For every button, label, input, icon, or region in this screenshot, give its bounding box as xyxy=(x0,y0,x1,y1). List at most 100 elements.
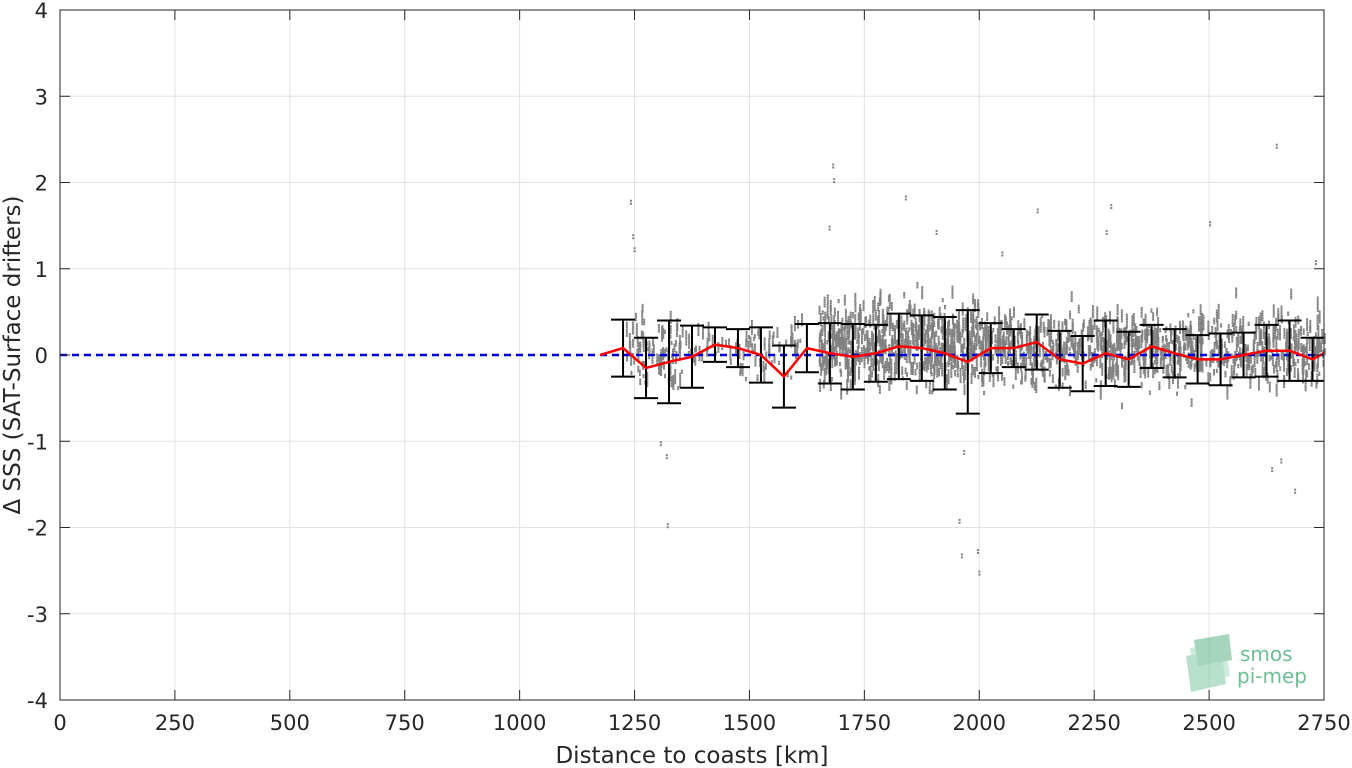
scatter-point xyxy=(880,359,883,362)
scatter-point xyxy=(634,319,637,322)
scatter-point xyxy=(857,368,860,371)
scatter-point xyxy=(876,358,879,361)
scatter-point xyxy=(827,365,830,368)
scatter-point xyxy=(917,333,920,336)
scatter-point xyxy=(963,376,966,379)
scatter-point xyxy=(889,321,892,324)
scatter-point xyxy=(894,362,897,365)
scatter-point xyxy=(1008,308,1011,311)
scatter-point xyxy=(763,372,766,375)
scatter-point xyxy=(975,359,978,362)
scatter-point xyxy=(1030,364,1033,367)
scatter-point xyxy=(957,331,960,334)
scatter-point xyxy=(669,327,672,330)
scatter-point xyxy=(893,327,896,330)
scatter-point xyxy=(853,328,856,331)
scatter-point xyxy=(976,322,979,325)
scatter-point xyxy=(838,361,841,364)
scatter-point xyxy=(763,344,766,347)
scatter-point xyxy=(637,350,640,353)
scatter-point xyxy=(928,342,931,345)
scatter-point xyxy=(854,292,857,295)
scatter-point xyxy=(1033,381,1036,384)
scatter-point xyxy=(936,373,939,376)
scatter-point xyxy=(643,323,646,326)
scatter-point xyxy=(1021,352,1024,355)
scatter-point xyxy=(868,337,871,340)
scatter-point xyxy=(753,348,756,351)
scatter-point xyxy=(879,299,882,302)
scatter-point xyxy=(642,349,645,352)
scatter-point xyxy=(938,343,941,346)
scatter-point xyxy=(706,344,709,347)
scatter-point xyxy=(971,340,974,343)
scatter-point xyxy=(1179,362,1182,365)
scatter-point xyxy=(959,340,962,343)
scatter-point xyxy=(874,311,877,314)
scatter-point xyxy=(904,335,907,338)
scatter-point xyxy=(827,331,830,334)
scatter-point xyxy=(706,339,709,342)
scatter-point xyxy=(910,363,913,366)
scatter-point xyxy=(1227,341,1230,344)
scatter-point xyxy=(968,343,971,346)
scatter-point xyxy=(1097,336,1100,339)
scatter-point xyxy=(1065,339,1068,342)
scatter-point xyxy=(846,325,849,328)
scatter-point xyxy=(676,322,679,325)
scatter-point xyxy=(900,326,903,329)
scatter-point xyxy=(701,326,704,329)
scatter-point xyxy=(1131,321,1134,324)
scatter-point xyxy=(873,361,876,364)
scatter-point xyxy=(1149,359,1152,362)
scatter-point xyxy=(636,344,639,347)
scatter-point xyxy=(1187,343,1190,346)
scatter-point xyxy=(819,378,822,381)
scatter-point xyxy=(790,330,793,333)
scatter-point xyxy=(859,306,862,309)
scatter-point xyxy=(877,374,880,377)
scatter-point xyxy=(661,328,664,331)
scatter-point xyxy=(894,371,897,374)
scatter-point xyxy=(921,338,924,341)
scatter-point xyxy=(641,323,644,326)
scatter-point xyxy=(950,361,953,364)
scatter-point xyxy=(846,383,849,386)
scatter-point xyxy=(1096,315,1099,318)
scatter-point xyxy=(996,352,999,355)
scatter-point xyxy=(652,346,655,349)
scatter-point xyxy=(675,351,678,354)
scatter-point xyxy=(1097,347,1100,350)
scatter-point xyxy=(894,354,897,357)
scatter-point xyxy=(878,329,881,332)
scatter-point xyxy=(824,326,827,329)
scatter-point xyxy=(943,304,946,307)
scatter-point xyxy=(707,330,710,333)
scatter-point xyxy=(891,344,894,347)
scatter-point xyxy=(948,356,951,359)
scatter-point xyxy=(1144,374,1147,377)
scatter-point xyxy=(823,355,826,358)
scatter-point xyxy=(930,359,933,362)
scatter-point xyxy=(1199,317,1202,320)
scatter-point xyxy=(926,324,929,327)
scatter-point xyxy=(841,326,844,329)
scatter-point xyxy=(626,357,629,360)
scatter-point xyxy=(904,352,907,355)
scatter-point xyxy=(912,310,915,313)
scatter-point xyxy=(1064,373,1067,376)
scatter-point xyxy=(754,364,757,367)
scatter-point xyxy=(877,312,880,315)
scatter-point xyxy=(821,341,824,344)
scatter-point xyxy=(638,344,641,347)
scatter-point xyxy=(888,350,891,353)
scatter-point xyxy=(854,332,857,335)
scatter-point xyxy=(742,358,745,361)
scatter-point xyxy=(1107,328,1110,331)
scatter-point xyxy=(931,366,934,369)
scatter-point xyxy=(853,324,856,327)
scatter-point xyxy=(778,347,781,350)
scatter-point xyxy=(939,365,942,368)
scatter-point xyxy=(913,358,916,361)
scatter-point xyxy=(839,370,842,373)
